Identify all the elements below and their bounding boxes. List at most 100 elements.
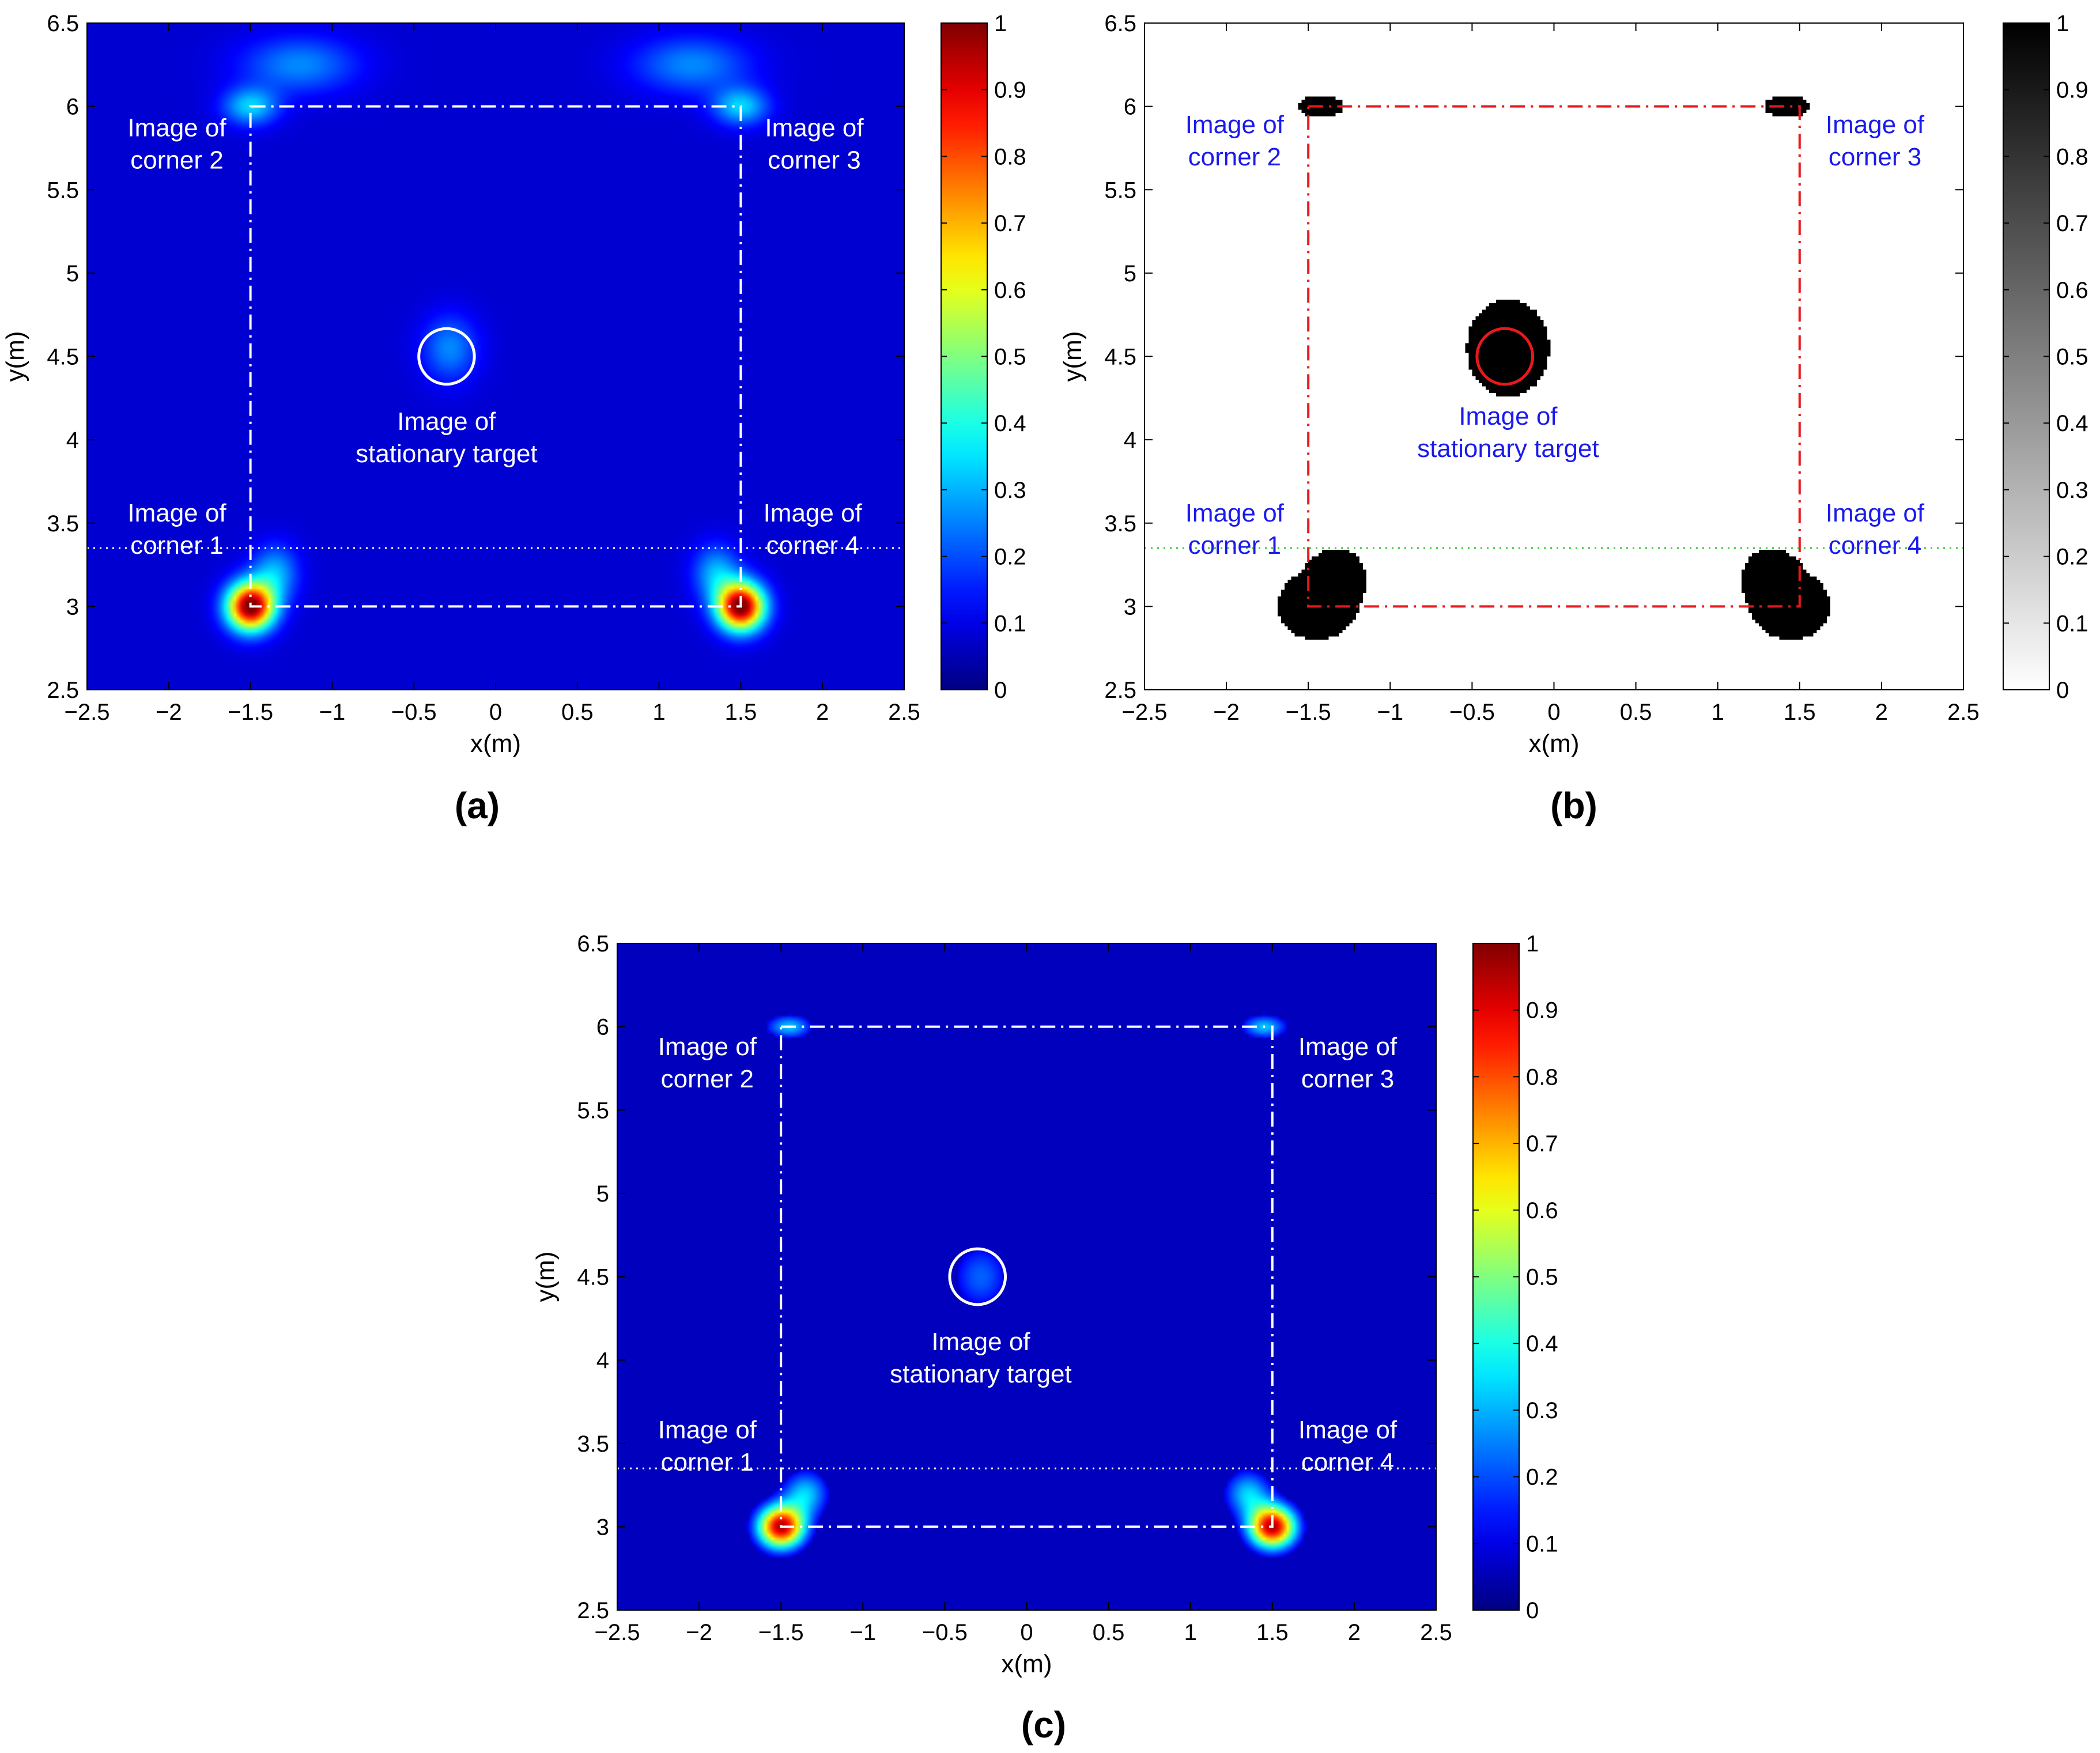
colorbar-tick-label: 0.5 <box>2056 345 2088 370</box>
annotation-line: Image of <box>1826 111 1925 139</box>
annotation-line: corner 1 <box>130 531 223 560</box>
x-tick-label: −2.5 <box>65 700 110 725</box>
y-tick-label: 3.5 <box>577 1431 609 1457</box>
colorbar-tick-label: 0.8 <box>994 144 1026 169</box>
annotation-line: stationary target <box>356 440 538 468</box>
colorbar-tick-label: 0.3 <box>1526 1398 1558 1423</box>
y-tick-label: 5 <box>596 1181 609 1207</box>
panel-caption: (a) <box>455 785 500 826</box>
colorbar <box>2003 22 2050 690</box>
y-axis-label: y(m) <box>1 331 29 382</box>
y-tick-label: 6.5 <box>47 11 79 36</box>
y-tick-label: 4 <box>66 428 79 453</box>
colorbar-tick-label: 0.5 <box>1526 1265 1558 1290</box>
x-tick-label: −1.5 <box>1286 700 1331 725</box>
annotation-label: Image of corner 4 <box>1298 1416 1398 1476</box>
annotation-line: corner 3 <box>1301 1065 1394 1093</box>
y-tick-label: 3 <box>1124 594 1136 619</box>
colorbar-tick-label: 0.8 <box>2056 144 2088 169</box>
annotation-line: Image of <box>127 499 226 527</box>
panel-caption: (b) <box>1550 785 1597 826</box>
annotation-line: Image of <box>1185 111 1285 139</box>
annotation-line: corner 1 <box>661 1448 754 1476</box>
annotation-label: Image of corner 4 <box>1826 499 1925 560</box>
x-tick-label: −0.5 <box>1449 700 1495 725</box>
annotation-line: Image of <box>765 114 864 142</box>
colorbar-tick-label: 0.3 <box>2056 478 2088 503</box>
colorbar-tick-label: 0.9 <box>2056 78 2088 103</box>
annotation-line: corner 2 <box>130 146 223 175</box>
y-tick-label: 5.5 <box>577 1098 609 1123</box>
x-tick-label: 2.5 <box>888 700 920 725</box>
annotation-line: Image of <box>658 1033 757 1061</box>
annotation-line: Image of <box>658 1416 757 1444</box>
colorbar-tick-label: 0.4 <box>1526 1331 1558 1357</box>
annotation-label: Image of corner 1 <box>1185 499 1285 560</box>
colorbar-tick-label: 0 <box>994 678 1007 703</box>
colorbar-tick-label: 0.2 <box>2056 545 2088 570</box>
y-tick-label: 5.5 <box>1104 177 1136 203</box>
x-tick-label: −1 <box>849 1620 876 1645</box>
colorbar-tick-label: 0.1 <box>1526 1531 1558 1556</box>
colorbar-tick-label: 0.4 <box>994 411 1026 436</box>
colorbar-tick-label: 0.8 <box>1526 1064 1558 1090</box>
x-tick-label: 0 <box>489 700 502 725</box>
annotation-label: Image of corner 3 <box>1826 111 1925 171</box>
y-tick-label: 4 <box>1124 428 1136 453</box>
annotation-line: corner 4 <box>1301 1448 1394 1476</box>
y-tick-label: 4.5 <box>1104 345 1136 370</box>
annotation-line: Image of <box>1459 402 1558 430</box>
y-tick-label: 5 <box>1124 261 1136 286</box>
colorbar-tick-label: 0.2 <box>994 545 1026 570</box>
heatmap-image <box>1145 23 1963 690</box>
y-tick-label: 2.5 <box>47 678 79 703</box>
annotation-label: Image of corner 1 <box>658 1416 757 1476</box>
x-axis-label: x(m) <box>1529 730 1580 758</box>
x-tick-label: −2 <box>156 700 182 725</box>
target-marker-circle <box>417 327 476 386</box>
annotation-label: Image of corner 1 <box>127 499 226 560</box>
x-tick-label: 0.5 <box>561 700 594 725</box>
room-outline <box>1307 105 1801 608</box>
y-tick-label: 6.5 <box>1104 11 1136 36</box>
y-tick-label: 3.5 <box>47 511 79 537</box>
colorbar-tick-label: 0.7 <box>2056 211 2088 236</box>
annotation-label: Image of corner 4 <box>764 499 863 560</box>
annotation-line: Image of <box>397 407 496 436</box>
annotation-line: Image of <box>1298 1033 1398 1061</box>
y-tick-label: 2.5 <box>1104 678 1136 703</box>
y-tick-label: 5.5 <box>47 177 79 203</box>
annotation-label: Image of corner 3 <box>1298 1033 1398 1093</box>
y-tick-label: 6 <box>1124 95 1136 120</box>
annotation-line: Image of <box>764 499 863 527</box>
y-tick-label: 3.5 <box>1104 511 1136 537</box>
x-tick-label: 2 <box>1875 700 1888 725</box>
colorbar-tick-label: 0.6 <box>994 278 1026 303</box>
target-marker-circle <box>948 1247 1007 1306</box>
colorbar-tick-label: 0.9 <box>994 78 1026 103</box>
x-tick-label: −0.5 <box>922 1620 968 1645</box>
annotation-line: Image of <box>1826 499 1925 527</box>
colorbar-tick-label: 0.3 <box>994 478 1026 503</box>
x-tick-label: −2 <box>686 1620 712 1645</box>
heatmap-image <box>617 943 1436 1610</box>
y-tick-label: 4 <box>596 1348 609 1373</box>
x-axis-label: x(m) <box>1002 1650 1052 1678</box>
colorbar-tick-label: 0.1 <box>2056 611 2088 636</box>
annotation-line: Image of <box>1185 499 1285 527</box>
y-tick-label: 4.5 <box>577 1265 609 1290</box>
annotation-line: corner 3 <box>1829 143 1921 171</box>
colorbar <box>1472 943 1520 1611</box>
annotation-label: Image of corner 2 <box>1185 111 1285 171</box>
colorbar-tick-label: 0.4 <box>2056 411 2088 436</box>
x-tick-label: 1.5 <box>725 700 757 725</box>
y-tick-label: 3 <box>66 594 79 619</box>
panel-caption: (c) <box>1021 1704 1066 1746</box>
colorbar-tick-label: 0.7 <box>994 211 1026 236</box>
x-tick-label: −2.5 <box>1122 700 1168 725</box>
x-tick-label: 2.5 <box>1947 700 1980 725</box>
annotation-line: stationary target <box>1417 435 1599 463</box>
annotation-line: Image of <box>931 1328 1030 1356</box>
